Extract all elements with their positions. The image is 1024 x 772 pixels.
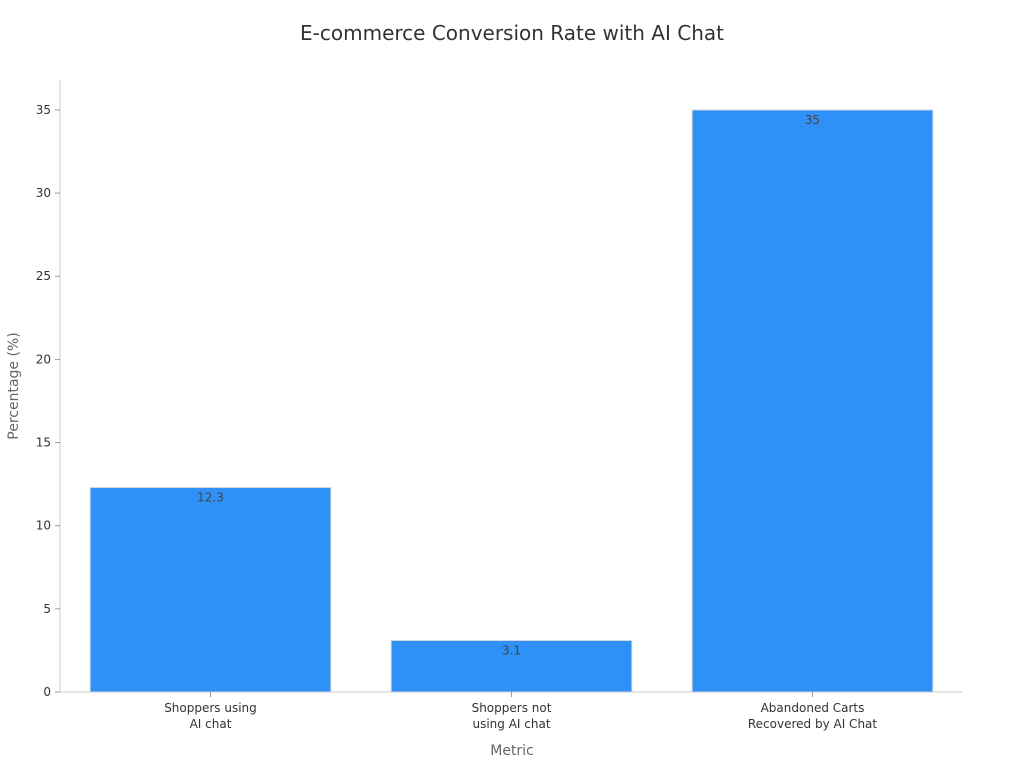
bar — [89, 486, 332, 693]
y-tick-label: 5 — [43, 602, 51, 616]
bar-value-label: 3.1 — [502, 643, 521, 657]
y-tick-label: 20 — [36, 352, 51, 366]
bar-value-label: 35 — [805, 113, 820, 127]
y-axis-title: Percentage (%) — [6, 332, 22, 439]
y-ticks-layer: 0 5 10 15 20 25 30 35 — [36, 103, 60, 699]
bar — [390, 639, 633, 693]
x-tick-label: Recovered by AI Chat — [748, 717, 878, 731]
x-ticks-layer: Shoppers using AI chat Shoppers not using A… — [164, 692, 877, 731]
y-tick-label: 10 — [36, 519, 51, 533]
y-tick-label: 30 — [36, 186, 51, 200]
x-tick-label: Shoppers not — [472, 701, 552, 715]
chart-title: E-commerce Conversion Rate with AI Chat — [300, 21, 724, 45]
x-tick-label: Abandoned Carts — [761, 701, 865, 715]
x-tick-label: AI chat — [190, 717, 232, 731]
y-tick-label: 25 — [36, 269, 51, 283]
x-tick-label: using AI chat — [472, 717, 550, 731]
data-labels-layer: 12.3 3.1 35 — [197, 113, 820, 658]
y-tick-label: 0 — [43, 685, 51, 699]
y-tick-label: 35 — [36, 103, 51, 117]
x-tick-label: Shoppers using — [164, 701, 257, 715]
x-axis-title: Metric — [490, 743, 534, 759]
y-tick-label: 15 — [36, 436, 51, 450]
bar-value-label: 12.3 — [197, 490, 224, 504]
bars-layer — [89, 109, 934, 693]
bar — [691, 109, 934, 693]
